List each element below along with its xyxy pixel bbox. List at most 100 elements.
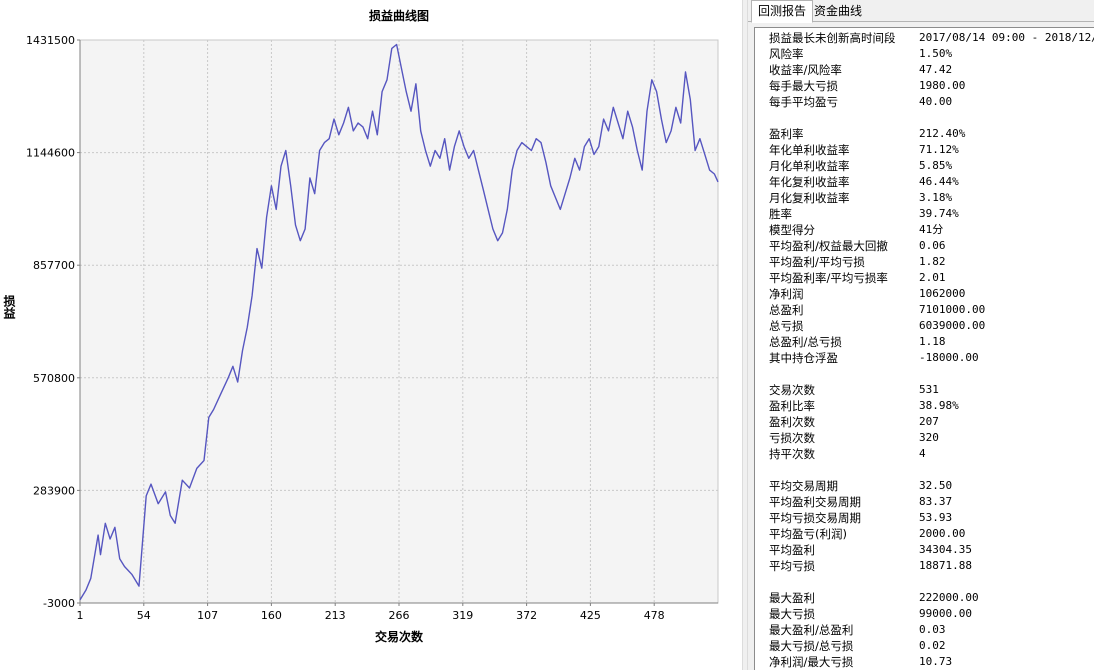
report-row — [755, 462, 1094, 478]
x-tick-label: 107 — [197, 609, 218, 622]
report-value: 41分 — [919, 223, 944, 236]
x-tick-label: 372 — [516, 609, 537, 622]
report-row: 收益率/风险率 47.42 — [755, 62, 1094, 78]
report-list[interactable]: 损益最长未创新高时间段 2017/08/14 09:00 - 2018/12/28… — [754, 27, 1094, 670]
report-key: 平均盈利率/平均亏损率 — [769, 271, 888, 285]
report-row: 月化复利收益率 3.18% — [755, 190, 1094, 206]
report-row: 每手平均盈亏 40.00 — [755, 94, 1094, 110]
report-row: 平均盈利/权益最大回撤 0.06 — [755, 238, 1094, 254]
x-tick-label: 160 — [261, 609, 282, 622]
report-row: 胜率 39.74% — [755, 206, 1094, 222]
report-value: 40.00 — [919, 95, 953, 108]
report-row: 总亏损 6039000.00 — [755, 318, 1094, 334]
report-value: 10.73 — [919, 655, 953, 668]
report-key: 模型得分 — [769, 223, 815, 237]
report-key: 损益最长未创新高时间段 — [769, 31, 896, 45]
report-row: 最大亏损/总亏损 0.02 — [755, 638, 1094, 654]
report-key: 平均亏损交易周期 — [769, 511, 861, 525]
report-value: 2017/08/14 09:00 - 2018/12/28 — [919, 31, 1094, 44]
report-value: 222000.00 — [919, 591, 979, 604]
report-key: 风险率 — [769, 47, 804, 61]
report-key: 净利润 — [769, 287, 804, 301]
report-row: 净利润/最大亏损 10.73 — [755, 654, 1094, 670]
report-value: 38.98% — [919, 399, 959, 412]
report-row: 平均盈利交易周期 83.37 — [755, 494, 1094, 510]
report-value: 32.50 — [919, 479, 953, 492]
equity-line — [79, 43, 719, 601]
report-value: 2000.00 — [919, 527, 966, 540]
report-key: 平均交易周期 — [769, 479, 838, 493]
report-value: 71.12% — [919, 143, 959, 156]
report-row: 交易次数 531 — [755, 382, 1094, 398]
report-value: 320 — [919, 431, 939, 444]
x-tick-label: 319 — [452, 609, 473, 622]
report-key: 交易次数 — [769, 383, 815, 397]
report-value: 1.18 — [919, 335, 946, 348]
report-row: 持平次数 4 — [755, 446, 1094, 462]
y-tick-label: 1431500 — [26, 34, 75, 47]
report-key: 平均盈亏(利润) — [769, 527, 847, 541]
chart-title: 损益曲线图 — [369, 8, 429, 23]
panel-splitter[interactable] — [742, 0, 748, 670]
report-value: 531 — [919, 383, 939, 396]
report-row: 月化单利收益率 5.85% — [755, 158, 1094, 174]
x-tick-label: 425 — [580, 609, 601, 622]
report-key: 年化复利收益率 — [769, 175, 850, 189]
report-key: 平均盈利/权益最大回撤 — [769, 239, 888, 253]
report-value: 212.40% — [919, 127, 966, 140]
report-key: 平均亏损 — [769, 559, 815, 573]
report-row: 盈利比率 38.98% — [755, 398, 1094, 414]
report-value: 39.74% — [919, 207, 959, 220]
y-tick-label: 570800 — [33, 372, 75, 385]
tab-backtest-report[interactable]: 回测报告 — [751, 0, 814, 23]
report-key: 最大亏损/总亏损 — [769, 639, 854, 653]
x-tick-label: 54 — [137, 609, 151, 622]
report-row: 平均盈亏(利润) 2000.00 — [755, 526, 1094, 542]
report-row: 其中持仓浮盈 -18000.00 — [755, 350, 1094, 366]
report-value: -18000.00 — [919, 351, 979, 364]
report-panel: 回测报告 资金曲线 损益最长未创新高时间段 2017/08/14 09:00 - … — [748, 0, 1094, 670]
report-value: 99000.00 — [919, 607, 972, 620]
x-tick-label: 266 — [389, 609, 410, 622]
report-key: 每手最大亏损 — [769, 79, 838, 93]
report-key: 平均盈利/平均亏损 — [769, 255, 865, 269]
report-value: 4 — [919, 447, 926, 460]
report-key: 总盈利 — [769, 303, 804, 317]
report-row: 平均亏损 18871.88 — [755, 558, 1094, 574]
report-value: 207 — [919, 415, 939, 428]
y-tick-label: 857700 — [33, 259, 75, 272]
report-key: 其中持仓浮盈 — [769, 351, 838, 365]
report-row: 风险率 1.50% — [755, 46, 1094, 62]
report-value: 53.93 — [919, 511, 953, 524]
report-key: 月化复利收益率 — [769, 191, 850, 205]
report-key: 最大亏损 — [769, 607, 815, 621]
report-row: 净利润 1062000 — [755, 286, 1094, 302]
report-value: 2.01 — [919, 271, 946, 284]
report-key: 收益率/风险率 — [769, 63, 842, 77]
report-row: 总盈利 7101000.00 — [755, 302, 1094, 318]
report-row: 平均盈利/平均亏损 1.82 — [755, 254, 1094, 270]
report-key: 年化单利收益率 — [769, 143, 850, 157]
y-tick-label: 1144600 — [26, 147, 75, 160]
equity-chart: -3000 283900 570800 857700 1144600 1431500 1 5… — [2, 8, 719, 644]
report-row — [755, 574, 1094, 590]
report-value: 47.42 — [919, 63, 953, 76]
report-row: 盈利率 212.40% — [755, 126, 1094, 142]
report-value: 6039000.00 — [919, 319, 986, 332]
report-row: 年化单利收益率 71.12% — [755, 142, 1094, 158]
report-key: 平均盈利 — [769, 543, 815, 557]
report-key: 总盈利/总亏损 — [769, 335, 842, 349]
report-key: 盈利比率 — [769, 399, 815, 413]
y-tick-labels: -3000 283900 570800 857700 1144600 1431500 — [26, 34, 80, 610]
report-row — [755, 110, 1094, 126]
tab-equity-curve[interactable]: 资金曲线 — [814, 4, 863, 18]
report-row: 最大盈利/总盈利 0.03 — [755, 622, 1094, 638]
report-key: 持平次数 — [769, 447, 815, 461]
report-key: 亏损次数 — [769, 431, 815, 445]
report-row: 模型得分 41分 — [755, 222, 1094, 238]
report-row: 年化复利收益率 46.44% — [755, 174, 1094, 190]
report-row: 平均亏损交易周期 53.93 — [755, 510, 1094, 526]
report-key: 最大盈利/总盈利 — [769, 623, 854, 637]
x-tick-label: 213 — [325, 609, 346, 622]
x-tick-labels: 1 54 107 160 213 266 319 372 425 478 — [77, 603, 665, 622]
